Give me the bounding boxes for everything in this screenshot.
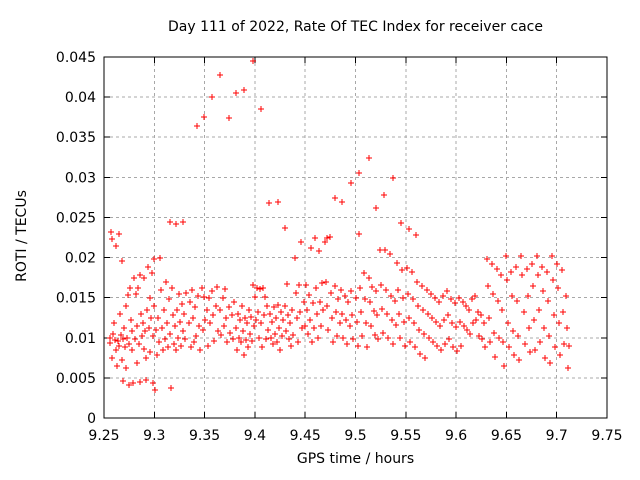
y-tick-label: 0.01: [65, 331, 96, 347]
y-tick-label: 0.025: [56, 210, 96, 226]
x-tick-label: 9.7: [546, 428, 568, 444]
x-tick-label: 9.5: [344, 428, 366, 444]
x-tick-labels: 9.25 9.3 9.35 9.4 9.45 9.5 9.55 9.6 9.65 9.7 9.75: [88, 428, 622, 444]
y-tick-label: 0.02: [65, 251, 96, 267]
x-tick-label: 9.6: [445, 428, 467, 444]
chart-title: Day 111 of 2022, Rate Of TEC Index for r…: [168, 19, 543, 35]
roti-scatter-markers: [107, 58, 572, 393]
x-tick-label: 9.25: [88, 428, 119, 444]
y-tick-label: 0.045: [56, 50, 96, 66]
y-tick-label: 0.04: [65, 90, 96, 106]
x-tick-label: 9.3: [143, 428, 165, 444]
x-tick-label: 9.45: [290, 428, 321, 444]
y-tick-label: 0.005: [56, 371, 96, 387]
x-axis-title: GPS time / hours: [296, 451, 415, 467]
gridlines: [104, 57, 607, 418]
y-tick-labels: 0 0.005 0.01 0.015 0.02 0.025 0.03 0.035 0.04 0.0…: [56, 50, 96, 427]
y-tick-label: 0.015: [56, 291, 96, 307]
x-tick-label: 9.65: [491, 428, 522, 444]
y-tick-label: 0: [87, 411, 96, 427]
tick-marks: [103, 56, 608, 419]
x-tick-label: 9.4: [244, 428, 266, 444]
y-tick-label: 0.03: [65, 170, 96, 186]
x-tick-label: 9.75: [591, 428, 622, 444]
y-tick-label: 0.035: [56, 130, 96, 146]
x-tick-label: 9.55: [390, 428, 421, 444]
x-tick-label: 9.35: [189, 428, 220, 444]
